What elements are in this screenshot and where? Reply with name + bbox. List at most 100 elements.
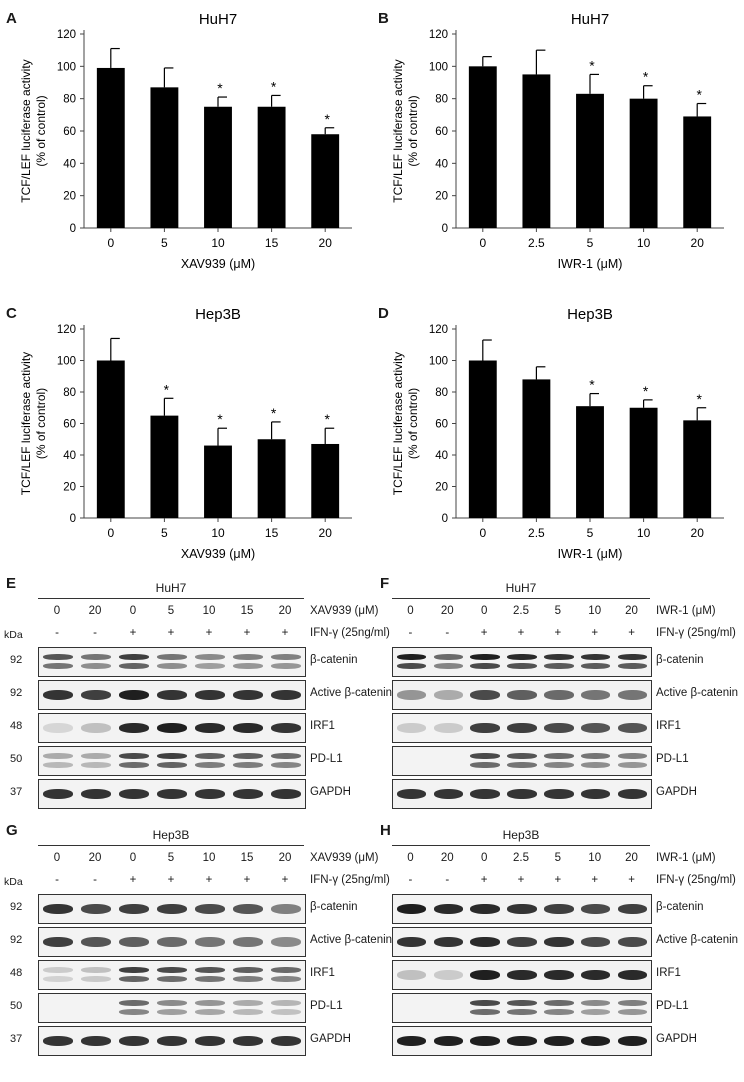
dose-label: 5 (554, 605, 562, 617)
y-axis-label-units: (% of control) (406, 95, 420, 166)
ifn-sign: - (55, 627, 59, 639)
dose-label: 20 (278, 605, 292, 617)
ifn-sign: + (554, 627, 562, 639)
molecular-weight: 92 (10, 654, 23, 666)
protein-band (617, 723, 648, 733)
panel-letter: G (6, 822, 18, 839)
x-tick-label: 20 (691, 236, 705, 250)
protein-band (156, 690, 188, 700)
protein-band (80, 937, 112, 947)
protein-band (270, 1009, 302, 1015)
protein-band (232, 1009, 264, 1015)
significance-marker: * (696, 87, 702, 103)
protein-band (544, 1000, 574, 1006)
protein-band (80, 762, 112, 768)
ifn-sign: + (243, 627, 251, 639)
y-tick-label: 100 (57, 356, 76, 368)
protein-band (156, 789, 188, 799)
x-tick-label: 15 (265, 236, 279, 250)
protein-band (156, 967, 188, 973)
y-tick-label: 40 (63, 158, 76, 170)
y-axis-label: TCF/LEF luciferase activity (391, 59, 405, 202)
y-tick-label: 100 (429, 356, 448, 368)
x-axis-label: IWR-1 (μM) (558, 547, 623, 561)
protein-band (194, 762, 226, 768)
x-tick-label: 10 (211, 236, 225, 250)
ifn-sign: + (281, 874, 289, 886)
x-tick-label: 10 (637, 236, 651, 250)
significance-marker: * (696, 391, 702, 407)
protein-label: PD-L1 (310, 1000, 343, 1012)
panel-letter: D (378, 305, 389, 322)
ifn-sign: + (281, 627, 289, 639)
y-tick-label: 0 (70, 223, 76, 235)
y-tick-label: 60 (63, 419, 76, 431)
protein-band (580, 753, 611, 759)
protein-band (433, 654, 464, 660)
blot-strip (392, 680, 652, 710)
protein-band (270, 762, 302, 768)
protein-band (470, 762, 500, 768)
protein-band (507, 762, 537, 768)
dose-label: 5 (167, 605, 175, 617)
blot-strip (392, 894, 652, 924)
protein-band (42, 967, 74, 973)
protein-band (42, 976, 74, 982)
bar (204, 445, 232, 518)
bar (257, 439, 286, 518)
protein-band (80, 976, 112, 982)
blot-strip (392, 927, 652, 957)
y-axis-label: TCF/LEF luciferase activity (19, 352, 33, 495)
molecular-weight: 50 (10, 753, 23, 765)
protein-band (118, 753, 150, 759)
protein-label: PD-L1 (656, 753, 689, 765)
protein-band (507, 753, 537, 759)
x-tick-label: 0 (107, 526, 114, 540)
y-axis-label: TCF/LEF luciferase activity (19, 59, 33, 202)
protein-band (580, 1000, 611, 1006)
x-tick-label: 0 (479, 526, 486, 540)
y-tick-label: 40 (63, 450, 76, 462)
protein-band (42, 690, 74, 700)
protein-band (156, 723, 188, 733)
ifn-sign: - (93, 627, 97, 639)
x-axis-label: XAV939 (μM) (181, 547, 255, 561)
y-tick-label: 0 (442, 513, 448, 525)
protein-band (270, 976, 302, 982)
blot-strip (38, 779, 306, 809)
protein-band (42, 789, 74, 799)
x-tick-label: 5 (587, 526, 594, 540)
bar (576, 406, 604, 518)
blot-strip (38, 680, 306, 710)
protein-band (396, 663, 427, 669)
protein-band (270, 1036, 302, 1046)
chart-title: HuH7 (199, 11, 237, 28)
bar (311, 134, 340, 228)
protein-band (617, 1009, 648, 1015)
panel-letter: C (6, 305, 17, 322)
protein-band (470, 753, 500, 759)
title-underline (38, 845, 304, 846)
panel-letter: H (380, 822, 391, 839)
protein-band (433, 1036, 464, 1046)
dose-row: 0 20 0 5 10 15 20 (0, 852, 372, 868)
bar (150, 415, 179, 518)
dose-label: 2.5 (513, 605, 529, 617)
protein-band (118, 904, 150, 914)
significance-marker: * (643, 383, 649, 399)
significance-marker: * (643, 69, 649, 85)
x-tick-label: 20 (319, 526, 333, 540)
protein-band (580, 904, 611, 914)
protein-band (470, 663, 500, 669)
x-tick-label: 10 (637, 526, 651, 540)
protein-band (194, 1000, 226, 1006)
protein-band (194, 723, 226, 733)
ifn-sign: + (517, 627, 525, 639)
dose-label: 0 (129, 852, 137, 864)
x-tick-label: 0 (479, 236, 486, 250)
blot-strip (38, 960, 306, 990)
ifn-sign: + (480, 627, 488, 639)
protein-band (156, 1000, 188, 1006)
ifn-label: IFN-γ (25ng/ml) (656, 627, 736, 639)
blot-strip (38, 894, 306, 924)
